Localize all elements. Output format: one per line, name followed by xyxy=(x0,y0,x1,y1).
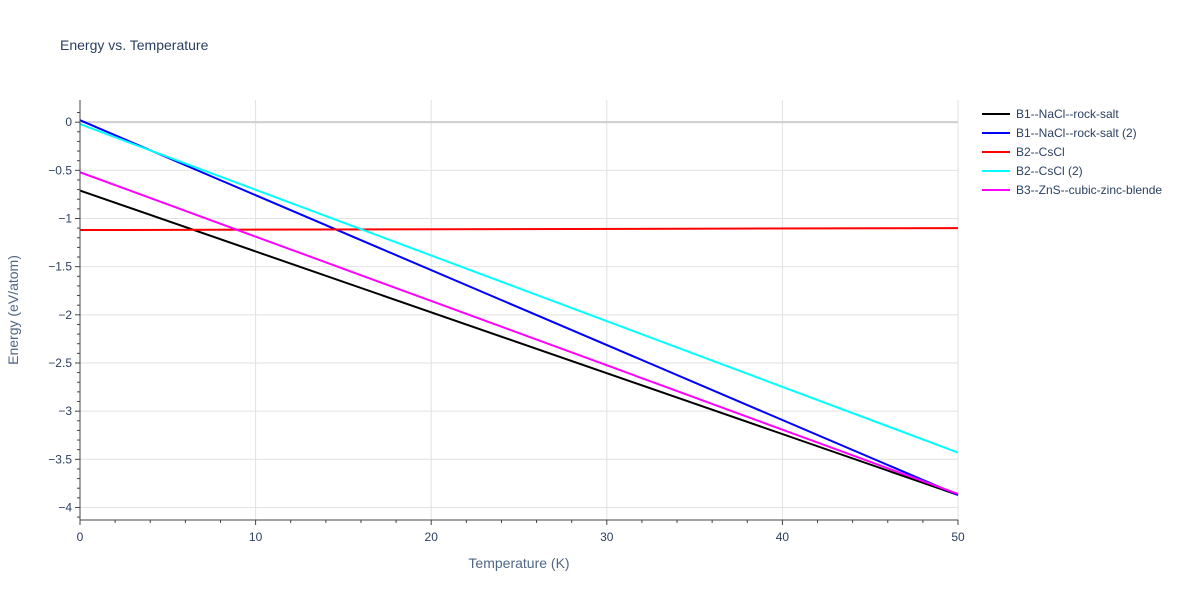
legend-label: B2--CsCl (2) xyxy=(1016,164,1083,178)
chart-title: Energy vs. Temperature xyxy=(60,37,209,53)
y-tick-label: −3.5 xyxy=(48,452,72,466)
series-lines xyxy=(79,119,959,496)
legend-label: B3--ZnS--cubic-zinc-blende xyxy=(1016,183,1162,197)
x-tick-label: 20 xyxy=(425,530,439,544)
x-tick-label: 30 xyxy=(600,530,614,544)
y-tick-label: −0.5 xyxy=(48,163,72,177)
series-line-1 xyxy=(79,189,959,496)
legend-label: B1--NaCl--rock-salt xyxy=(1016,107,1119,121)
series-line-2 xyxy=(79,119,959,496)
legend-item-5[interactable]: B3--ZnS--cubic-zinc-blende xyxy=(982,183,1162,197)
x-axis-title: Temperature (K) xyxy=(468,555,569,571)
legend-item-1[interactable]: B1--NaCl--rock-salt xyxy=(982,107,1119,121)
x-tick-label: 50 xyxy=(951,530,965,544)
x-tick-label: 0 xyxy=(77,530,84,544)
series-line-5 xyxy=(79,171,959,495)
legend-label: B2--CsCl xyxy=(1016,145,1065,159)
legend-label: B1--NaCl--rock-salt (2) xyxy=(1016,126,1137,140)
axes xyxy=(75,100,959,525)
y-tick-label: −1.5 xyxy=(48,260,72,274)
tick-labels: 0 10 20 30 40 50 0 −0.5 −1 −1.5 −2 −2.5 −3 −3.5 −4 xyxy=(48,115,965,544)
legend-item-3[interactable]: B2--CsCl xyxy=(982,145,1065,159)
y-axis-title: Energy (eV/atom) xyxy=(5,255,21,365)
y-tick-label: −2 xyxy=(58,308,72,322)
x-tick-label: 40 xyxy=(776,530,790,544)
y-tick-label: −4 xyxy=(58,500,72,514)
x-tick-label: 10 xyxy=(249,530,263,544)
series-line-4 xyxy=(79,123,959,454)
y-tick-label: 0 xyxy=(65,115,72,129)
series-line-3 xyxy=(79,227,959,232)
y-tick-label: −2.5 xyxy=(48,356,72,370)
y-tick-label: −3 xyxy=(58,404,72,418)
legend-item-2[interactable]: B1--NaCl--rock-salt (2) xyxy=(982,126,1137,140)
y-tick-label: −1 xyxy=(58,211,72,225)
legend[interactable]: B1--NaCl--rock-salt B1--NaCl--rock-salt (… xyxy=(982,107,1162,197)
grid xyxy=(80,100,959,520)
legend-item-4[interactable]: B2--CsCl (2) xyxy=(982,164,1083,178)
